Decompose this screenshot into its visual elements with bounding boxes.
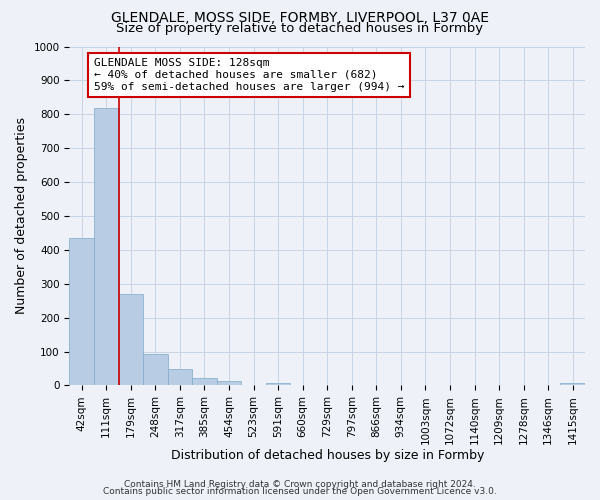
Text: GLENDALE MOSS SIDE: 128sqm
← 40% of detached houses are smaller (682)
59% of sem: GLENDALE MOSS SIDE: 128sqm ← 40% of deta… — [94, 58, 404, 92]
Bar — [192, 378, 217, 386]
Bar — [119, 294, 143, 386]
Text: GLENDALE, MOSS SIDE, FORMBY, LIVERPOOL, L37 0AE: GLENDALE, MOSS SIDE, FORMBY, LIVERPOOL, … — [111, 12, 489, 26]
Y-axis label: Number of detached properties: Number of detached properties — [15, 118, 28, 314]
Text: Contains public sector information licensed under the Open Government Licence v3: Contains public sector information licen… — [103, 488, 497, 496]
Text: Contains HM Land Registry data © Crown copyright and database right 2024.: Contains HM Land Registry data © Crown c… — [124, 480, 476, 489]
Bar — [143, 354, 167, 386]
Bar — [266, 384, 290, 386]
Text: Size of property relative to detached houses in Formby: Size of property relative to detached ho… — [116, 22, 484, 35]
Bar — [70, 238, 94, 386]
Bar — [217, 380, 241, 386]
Bar — [167, 369, 192, 386]
Bar — [560, 383, 585, 386]
Bar — [94, 108, 119, 386]
X-axis label: Distribution of detached houses by size in Formby: Distribution of detached houses by size … — [170, 450, 484, 462]
